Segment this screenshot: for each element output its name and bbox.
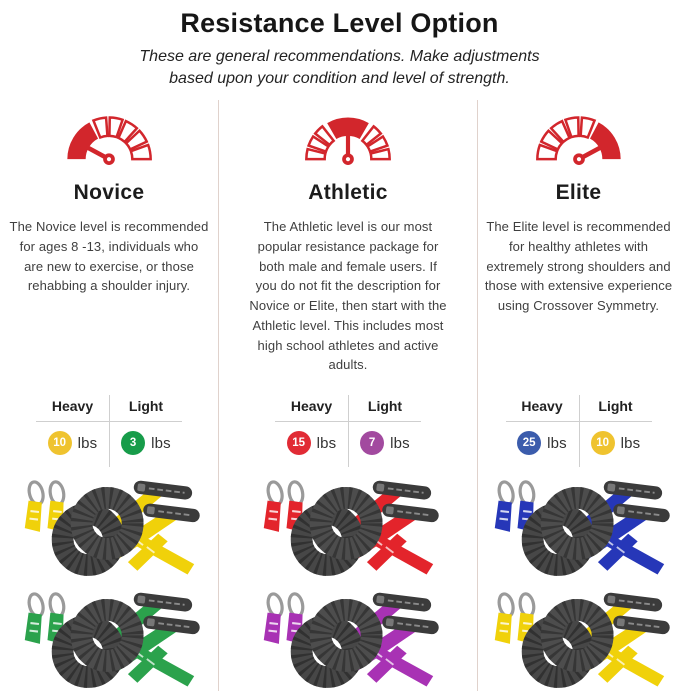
heavy-weight-badge: 10 xyxy=(47,431,72,456)
lbs-unit-label: lbs xyxy=(77,434,98,452)
column-title-elite: Elite xyxy=(555,181,602,205)
gauge-high-icon xyxy=(529,104,629,168)
column-divider xyxy=(218,100,219,691)
light-header: Light xyxy=(348,395,421,422)
weights-table-novice: Heavy Light 10 lbs 3 lbs xyxy=(36,395,182,468)
heavy-header: Heavy xyxy=(521,398,563,415)
level-columns: Novice The Novice level is recommended f… xyxy=(0,100,679,691)
light-header: Light xyxy=(109,395,182,422)
product-image-athletic-heavy-band xyxy=(251,477,445,583)
subtitle-line-2: based upon your condition and level of s… xyxy=(169,70,510,88)
product-image-elite-light-band xyxy=(482,589,676,691)
lbs-unit-label: lbs xyxy=(316,434,337,452)
column-description-novice: The Novice level is recommended for ages… xyxy=(9,219,209,294)
product-image-athletic-light-band xyxy=(251,589,445,691)
column-athletic: Athletic The Athletic level is our most … xyxy=(219,100,477,691)
product-image-elite-heavy-band xyxy=(482,477,676,583)
lbs-unit-label: lbs xyxy=(151,434,171,452)
column-divider xyxy=(477,100,478,691)
subtitle-line-1: These are general recommendations. Make … xyxy=(139,48,540,65)
lbs-unit-label: lbs xyxy=(620,434,641,452)
heavy-weight-badge: 15 xyxy=(286,431,311,456)
product-image-novice-heavy-band xyxy=(12,477,206,583)
column-description-athletic: The Athletic level is our most popular r… xyxy=(249,219,447,373)
weights-table-elite: Heavy Light 25 lbs 10 lbs xyxy=(505,395,652,468)
light-weight-badge: 3 xyxy=(121,431,146,456)
lbs-unit-label: lbs xyxy=(390,434,410,452)
gauge-medium-icon xyxy=(298,104,398,168)
column-description-elite: The Elite level is recommended for healt… xyxy=(484,219,673,314)
heavy-weight-cell: 25 lbs xyxy=(506,422,579,467)
lbs-unit-label: lbs xyxy=(547,434,567,452)
heavy-weight-cell: 10 lbs xyxy=(36,422,109,467)
product-image-novice-light-band xyxy=(12,589,206,691)
light-weight-cell: 3 lbs xyxy=(109,422,182,468)
light-header: Light xyxy=(578,395,652,422)
page-subtitle: These are general recommendations. Make … xyxy=(0,46,679,90)
column-elite: Elite The Elite level is recommended for… xyxy=(478,100,679,691)
heavy-header: Heavy xyxy=(290,398,333,415)
column-novice: Novice The Novice level is recommended f… xyxy=(0,100,218,691)
heavy-header: Heavy xyxy=(51,398,94,415)
page-header: Resistance Level Option These are genera… xyxy=(0,0,679,90)
gauge-low-icon xyxy=(59,104,159,168)
column-title-athletic: Athletic xyxy=(308,181,388,205)
weights-table-athletic: Heavy Light 15 lbs 7 lbs xyxy=(275,395,421,468)
page-title: Resistance Level Option xyxy=(180,8,499,38)
light-weight-cell: 7 lbs xyxy=(348,422,421,468)
heavy-weight-badge: 25 xyxy=(517,431,542,456)
light-weight-badge: 7 xyxy=(360,431,385,456)
column-title-novice: Novice xyxy=(73,181,145,205)
heavy-weight-cell: 15 lbs xyxy=(275,422,348,467)
light-weight-cell: 10 lbs xyxy=(578,422,652,468)
light-weight-badge: 10 xyxy=(590,431,615,456)
